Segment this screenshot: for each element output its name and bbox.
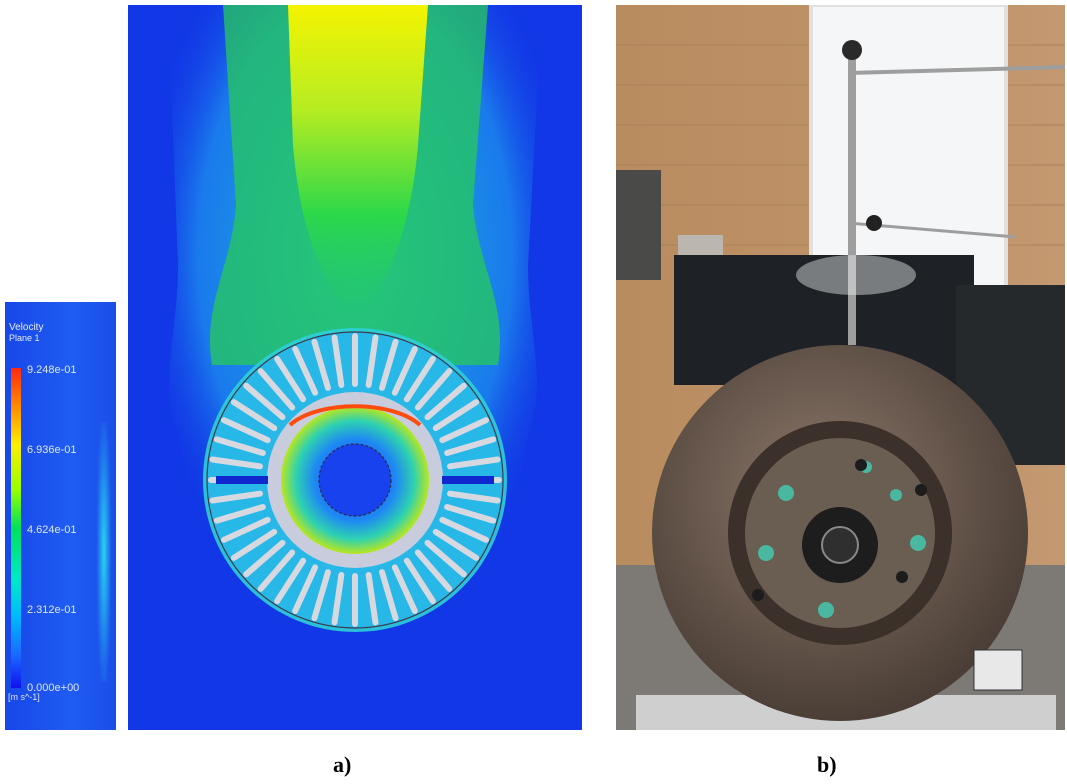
disc-vane [209, 456, 263, 470]
velocity-legend: Velocity Plane 1 9.248e-01 6.936e-01 4.6… [5, 302, 116, 730]
disc-vane [257, 549, 296, 592]
disc-vane [424, 539, 467, 578]
legend-tick-2: 6.936e-01 [27, 444, 77, 456]
disc-vane [311, 338, 331, 391]
disc-vane [379, 569, 399, 622]
disc-vane [292, 564, 319, 614]
disc-vane [243, 539, 286, 578]
legend-tick-4: 2.312e-01 [27, 604, 77, 616]
caption-a: a) [333, 752, 352, 777]
disc-vane [230, 528, 278, 561]
legend-title: Velocity [9, 322, 44, 333]
disc-vane [424, 382, 467, 421]
disc-vane [331, 334, 345, 388]
disc-vane [365, 334, 379, 388]
disc-vane [432, 399, 480, 432]
disc-vane [365, 572, 379, 626]
disc-vane [209, 490, 263, 504]
disc-vane [274, 557, 307, 605]
brake-disc-photo-icon [616, 5, 1065, 730]
cfd-velocity-contour-icon [128, 5, 582, 730]
legend-flow-glow [97, 422, 111, 682]
disc-vane [447, 456, 501, 470]
cfd-contour-svg [168, 5, 542, 632]
legend-subtitle: Plane 1 [9, 333, 40, 343]
disc-vane [403, 355, 436, 403]
disc-vane [391, 346, 418, 396]
disc-vane [274, 355, 307, 403]
caption-b: b) [817, 752, 837, 777]
legend-unit: [m s^-1] [8, 692, 40, 702]
disc-vane [414, 368, 453, 411]
disc-vane [432, 528, 480, 561]
disc-vane [403, 557, 436, 605]
disc-vane [391, 564, 418, 614]
photo-svg [616, 5, 1065, 730]
disc-vane [221, 417, 271, 444]
disc-vane [444, 504, 497, 524]
disc-vane [439, 516, 489, 543]
legend-colorbar [11, 368, 21, 688]
disc-vane [213, 504, 266, 524]
disc-vane [221, 516, 271, 543]
disc-vane [257, 368, 296, 411]
legend-tick-max: 9.248e-01 [27, 364, 77, 376]
disc-vane [444, 436, 497, 456]
disc-vane [379, 338, 399, 391]
disc-vane [292, 346, 319, 396]
disc-vane [243, 382, 286, 421]
disc-vane [331, 572, 345, 626]
disc-vane [213, 436, 266, 456]
legend-tick-min: 0.000e+00 [27, 682, 80, 694]
disc-vane [311, 569, 331, 622]
disc-vane [230, 399, 278, 432]
disc-vane [447, 490, 501, 504]
legend-tick-3: 4.624e-01 [27, 524, 77, 536]
disc-vane [439, 417, 489, 444]
disc-vane [414, 549, 453, 592]
